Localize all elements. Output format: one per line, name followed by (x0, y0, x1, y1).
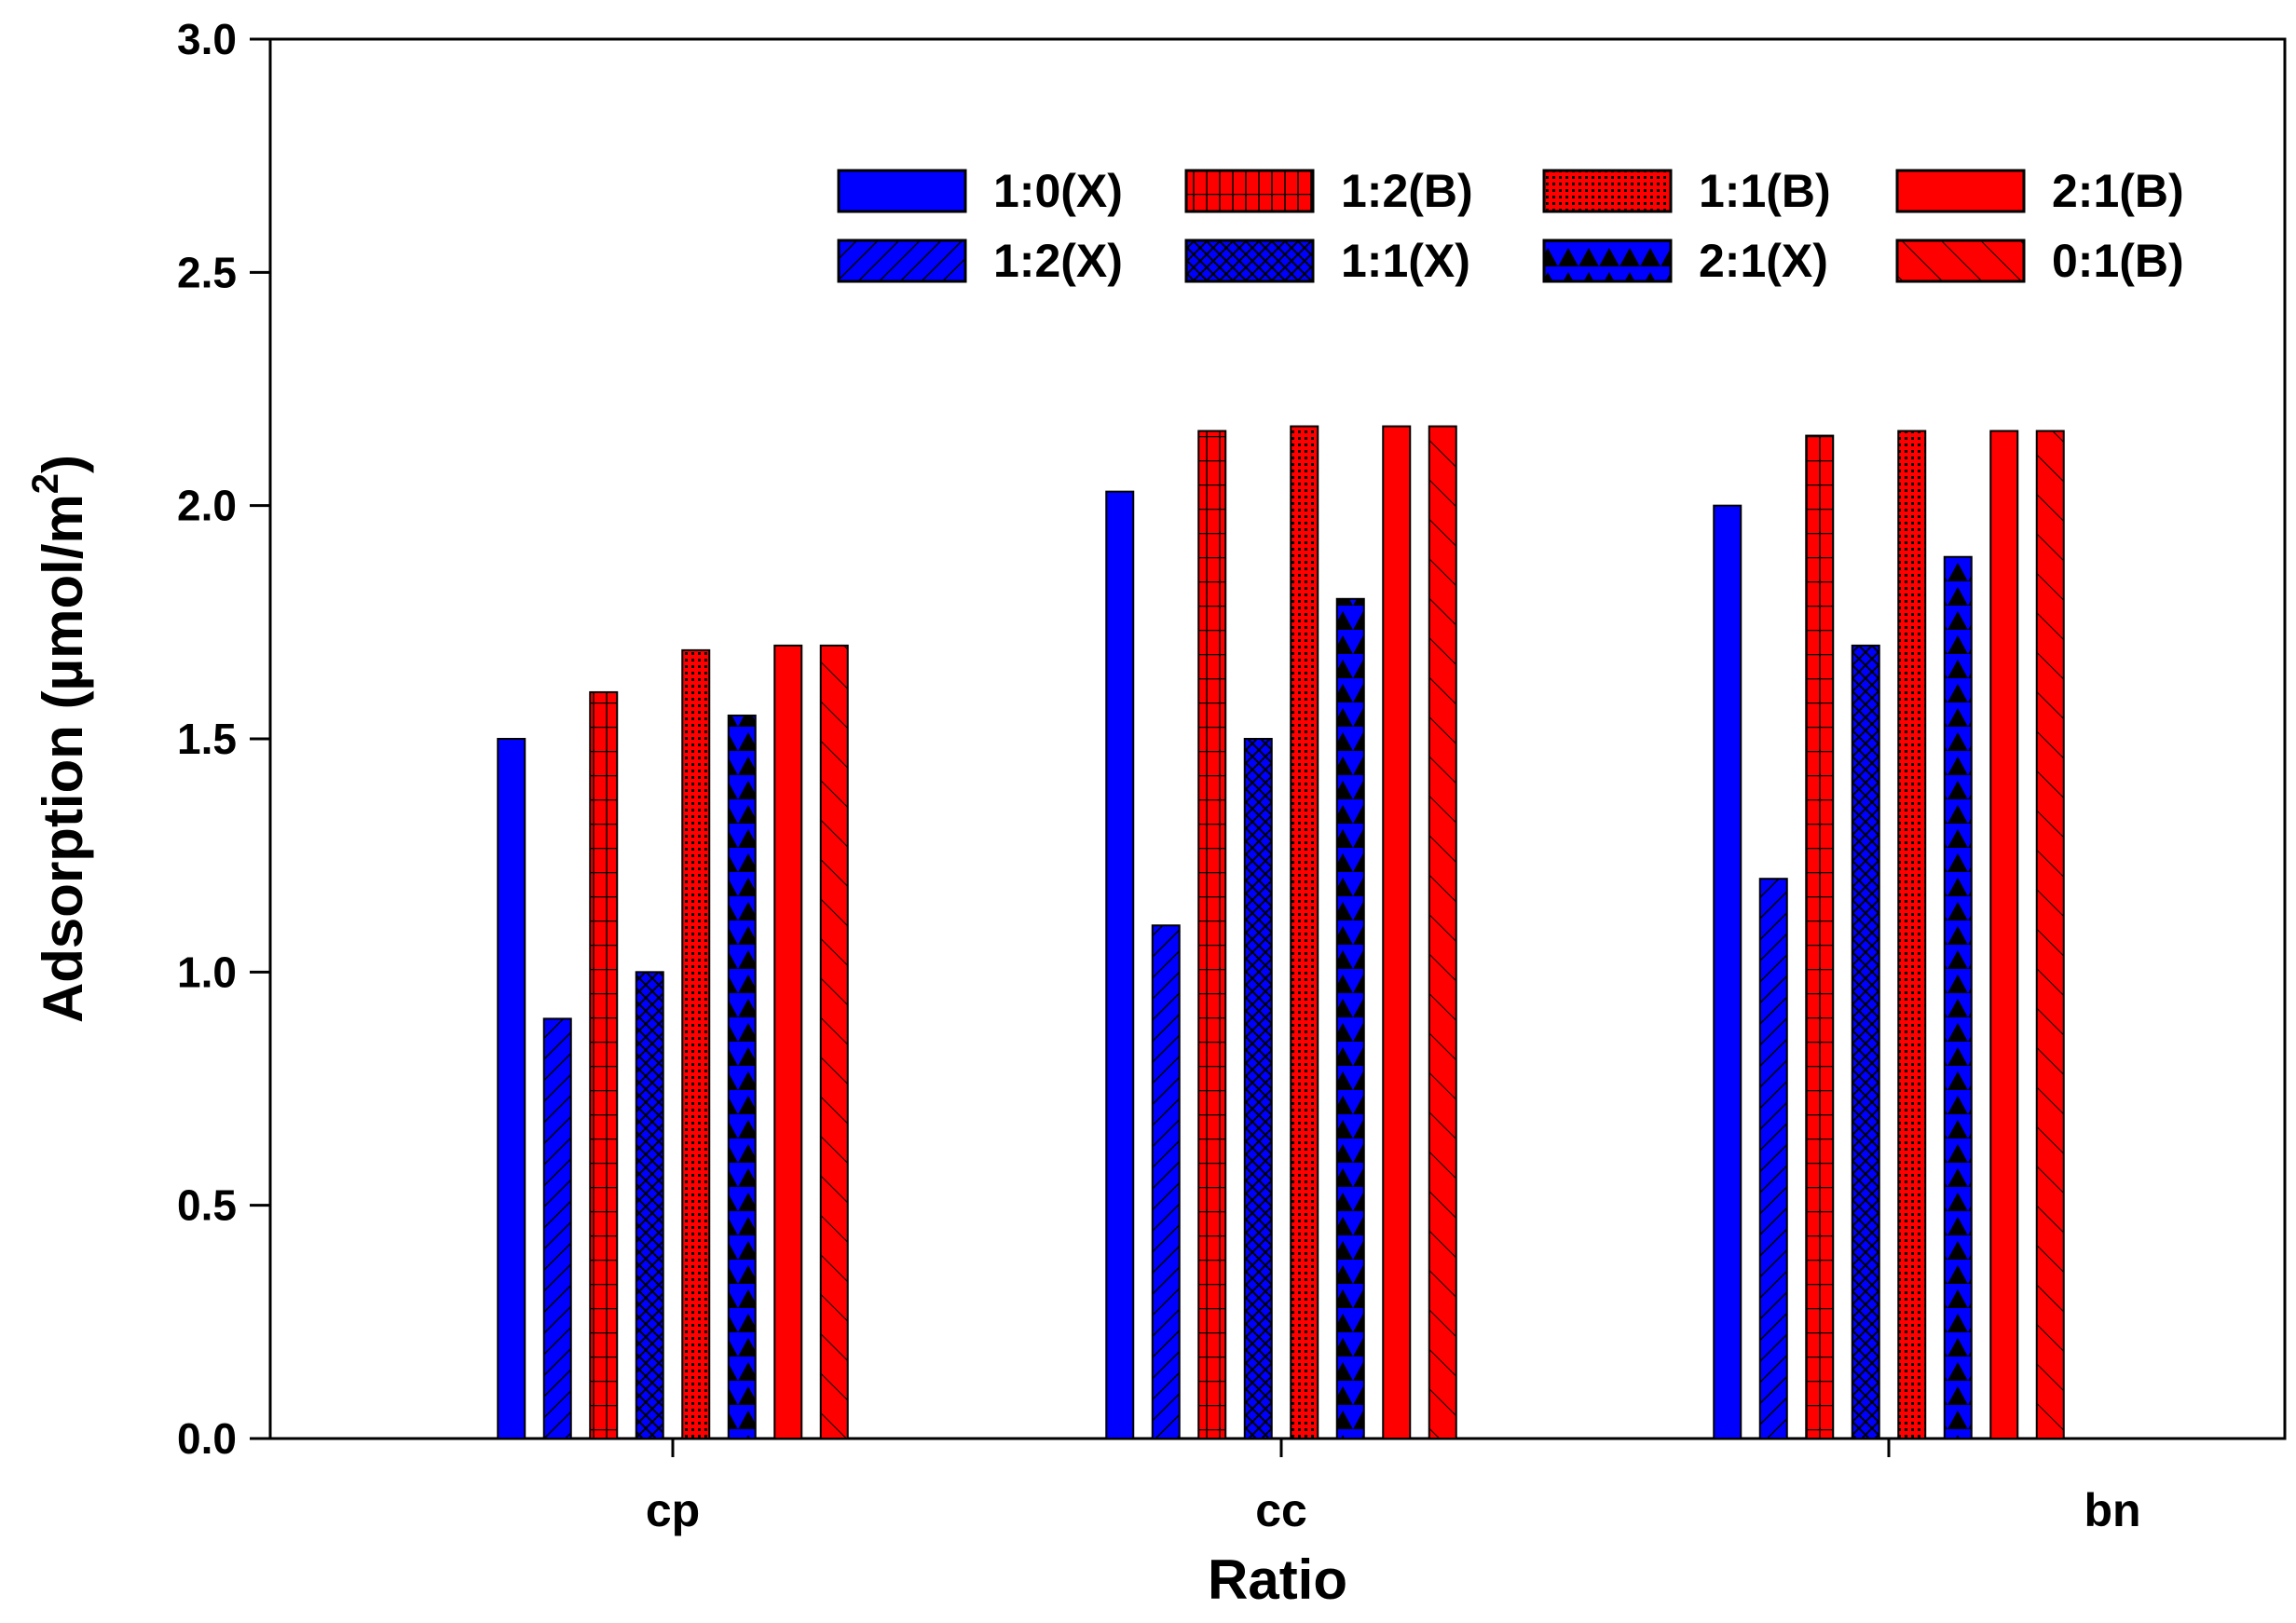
bar-bn-1:2(X) (1758, 878, 1788, 1439)
y-tick-label: 1.0 (177, 948, 237, 996)
y-tick-label: 3.0 (177, 15, 237, 63)
y-tick-label: 2.0 (177, 482, 237, 530)
legend-item-1:2(X): 1:2(X) (837, 235, 1123, 287)
bar-cp-1:2(X) (542, 1017, 572, 1440)
y-axis-label-superscript: 2 (25, 473, 66, 494)
y-axis-label: Adsorption (µmol/m2) (25, 455, 94, 1023)
bar-cp-2:1(B) (773, 644, 803, 1439)
x-tick-label-cc: cc (1255, 1484, 1307, 1536)
bar-cc-1:2(B) (1197, 430, 1227, 1439)
bar-group-bn (1713, 430, 2065, 1440)
y-tick-label: 2.5 (177, 248, 237, 296)
bar-cc-1:1(X) (1243, 738, 1273, 1439)
bar-bn-1:0(X) (1713, 504, 1742, 1439)
legend-swatch (1542, 239, 1673, 283)
legend-swatch (1184, 169, 1315, 213)
bar-cc-2:1(B) (1382, 425, 1412, 1439)
x-tick-label-cp: cp (646, 1484, 700, 1536)
legend-swatch (1895, 239, 2026, 283)
legend-label: 1:1(B) (1699, 165, 1831, 217)
legend-label: 1:1(X) (1341, 235, 1470, 287)
bar-bn-1:1(B) (1897, 430, 1927, 1439)
legend-swatch (1184, 239, 1315, 283)
bar-cc-1:2(X) (1151, 924, 1181, 1439)
bar-cc-1:1(B) (1290, 425, 1319, 1439)
x-tick-label-bn: bn (2084, 1484, 2140, 1536)
legend-item-0:1(B): 0:1(B) (1895, 235, 2184, 287)
legend-swatch (1542, 169, 1673, 213)
bar-cp-1:0(X) (497, 738, 526, 1439)
bar-group-cp (497, 644, 849, 1440)
bar-cc-1:0(X) (1105, 490, 1135, 1439)
legend: 1:0(X) 1:2(B) 1:1(B) 2:1(B) 1:2(X) 1:1(X) 2:1(… (837, 165, 2184, 287)
y-axis-label-main: Adsorption (µmol/m (32, 494, 94, 1023)
legend-swatch (1895, 169, 2026, 213)
bar-bn-2:1(X) (1943, 555, 1973, 1439)
bar-cp-0:1(B) (819, 644, 849, 1439)
y-tick-label: 1.5 (177, 715, 237, 763)
bar-cc-2:1(X) (1335, 597, 1365, 1439)
bar-cp-1:1(B) (681, 648, 711, 1439)
x-axis: cp cc bn (646, 1439, 2141, 1536)
legend-label: 0:1(B) (2052, 235, 2184, 287)
legend-swatch (837, 239, 967, 283)
legend-item-1:1(X): 1:1(X) (1184, 235, 1470, 287)
legend-label: 1:0(X) (993, 165, 1123, 217)
bar-cp-1:1(X) (635, 971, 664, 1440)
legend-label: 2:1(B) (2052, 165, 2184, 217)
y-axis: 0.0 0.5 1.0 1.5 2.0 2.5 3.0 (177, 15, 270, 1463)
legend-item-1:2(B): 1:2(B) (1184, 165, 1473, 217)
legend-label: 1:2(B) (1341, 165, 1473, 217)
x-axis-label: Ratio (1208, 1548, 1347, 1611)
bar-group-cc (1105, 425, 1457, 1439)
bar-cc-0:1(B) (1428, 425, 1457, 1439)
bar-bn-0:1(B) (2035, 430, 2065, 1439)
bar-groups (497, 425, 2065, 1440)
bar-cp-2:1(X) (727, 714, 757, 1439)
bar-cp-1:2(B) (589, 690, 619, 1439)
bar-bn-1:1(X) (1851, 644, 1880, 1439)
legend-label: 2:1(X) (1699, 235, 1828, 287)
legend-swatch (837, 169, 967, 213)
y-tick-label: 0.0 (177, 1414, 237, 1463)
legend-item-2:1(B): 2:1(B) (1895, 165, 2184, 217)
legend-item-1:1(B): 1:1(B) (1542, 165, 1831, 217)
bar-bn-1:2(B) (1805, 434, 1835, 1440)
y-tick-label: 0.5 (177, 1181, 237, 1230)
legend-item-1:0(X): 1:0(X) (837, 165, 1123, 217)
legend-label: 1:2(X) (993, 235, 1123, 287)
legend-item-2:1(X): 2:1(X) (1542, 235, 1828, 287)
y-axis-label-close: ) (32, 455, 94, 473)
bar-bn-2:1(B) (1989, 430, 2019, 1439)
